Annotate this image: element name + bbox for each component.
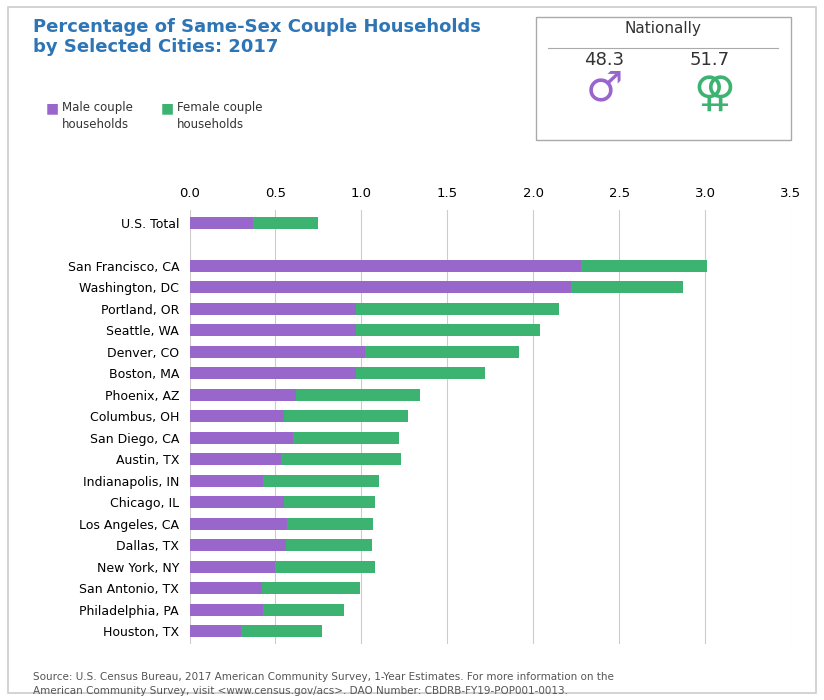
Text: Percentage of Same-Sex Couple Households: Percentage of Same-Sex Couple Households	[33, 18, 481, 36]
Text: Source: U.S. Census Bureau, 2017 American Community Survey, 1-Year Estimates. Fo: Source: U.S. Census Bureau, 2017 America…	[33, 672, 614, 696]
Bar	[190, 324, 356, 336]
Bar	[293, 432, 399, 444]
Bar	[190, 496, 284, 508]
Bar	[190, 561, 275, 573]
Bar	[190, 389, 296, 400]
Bar	[571, 281, 683, 293]
Bar	[356, 303, 559, 315]
Bar	[190, 346, 365, 358]
Bar	[356, 324, 540, 336]
Text: Nationally: Nationally	[625, 21, 702, 36]
Bar	[190, 539, 286, 551]
Bar	[275, 561, 375, 573]
Bar	[190, 475, 264, 486]
Text: Female couple
households: Female couple households	[177, 102, 263, 132]
Bar	[190, 582, 262, 594]
Bar	[190, 368, 356, 379]
Bar	[190, 432, 293, 444]
Bar	[190, 454, 281, 465]
Bar	[190, 603, 264, 615]
Text: Male couple
households: Male couple households	[62, 102, 133, 132]
Bar	[241, 625, 322, 637]
Bar	[286, 539, 372, 551]
Bar	[190, 217, 253, 229]
Bar	[253, 217, 318, 229]
Bar	[296, 389, 419, 400]
Text: ⚢: ⚢	[694, 72, 735, 114]
Text: ■: ■	[45, 102, 59, 116]
FancyBboxPatch shape	[536, 18, 791, 140]
Bar	[365, 346, 519, 358]
Text: 48.3: 48.3	[584, 50, 625, 69]
Bar	[356, 368, 485, 379]
Bar	[284, 496, 375, 508]
Bar	[264, 475, 378, 486]
Bar	[190, 625, 241, 637]
Text: 51.7: 51.7	[689, 50, 729, 69]
Bar	[190, 518, 288, 530]
Bar	[190, 303, 356, 315]
Bar	[264, 603, 344, 615]
Bar	[190, 410, 284, 422]
Bar	[288, 518, 373, 530]
Bar	[190, 281, 571, 293]
Text: ♂: ♂	[586, 67, 623, 109]
Text: ■: ■	[161, 102, 174, 116]
Bar	[262, 582, 359, 594]
Text: by Selected Cities: 2017: by Selected Cities: 2017	[33, 38, 279, 57]
Bar	[284, 410, 408, 422]
Bar	[582, 260, 707, 272]
Bar	[281, 454, 401, 465]
Bar	[190, 260, 582, 272]
